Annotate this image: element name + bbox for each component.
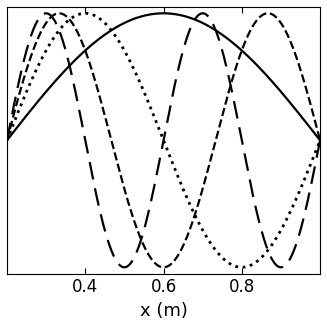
X-axis label: x (m): x (m) (140, 302, 187, 320)
